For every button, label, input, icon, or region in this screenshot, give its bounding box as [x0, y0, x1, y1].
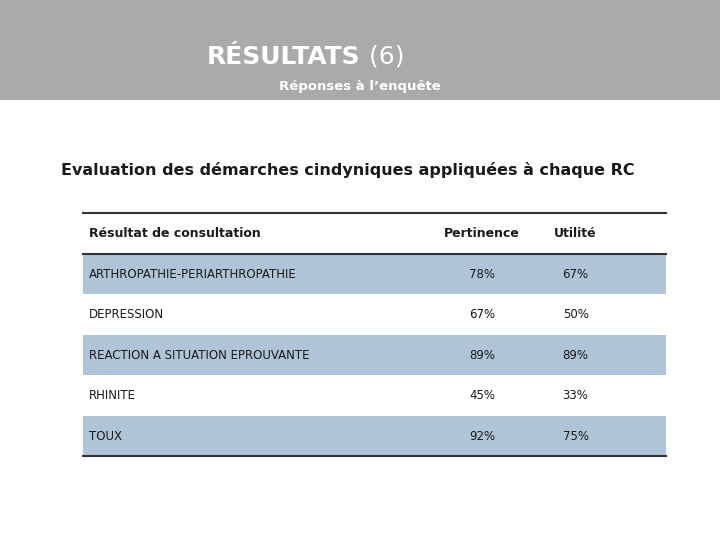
Bar [83, 335, 666, 375]
Text: 67%: 67% [562, 267, 589, 281]
Text: 92%: 92% [469, 429, 495, 443]
Text: 75%: 75% [562, 429, 589, 443]
Text: Evaluation des démarches cindyniques appliquées à chaque RC: Evaluation des démarches cindyniques app… [61, 162, 635, 178]
Text: Résultat de consultation: Résultat de consultation [89, 227, 261, 240]
Text: Réponses à l’enquête: Réponses à l’enquête [279, 80, 441, 93]
Text: 78%: 78% [469, 267, 495, 281]
Text: 45%: 45% [469, 389, 495, 402]
Bar [83, 375, 666, 416]
Text: 67%: 67% [469, 308, 495, 321]
Bar [0, 0, 720, 100]
Bar [83, 416, 666, 456]
Bar [83, 294, 666, 335]
Text: Utilité: Utilité [554, 227, 597, 240]
Text: DEPRESSION: DEPRESSION [89, 308, 163, 321]
Text: 89%: 89% [562, 348, 589, 362]
Text: 50%: 50% [562, 308, 588, 321]
Text: (6): (6) [361, 45, 405, 69]
Text: 89%: 89% [469, 348, 495, 362]
Bar [83, 254, 666, 294]
Bar [83, 213, 666, 254]
Text: 33%: 33% [562, 389, 588, 402]
Text: RÉSULTATS: RÉSULTATS [207, 45, 360, 69]
Text: Pertinence: Pertinence [444, 227, 521, 240]
Text: TOUX: TOUX [89, 429, 122, 443]
Text: REACTION A SITUATION EPROUVANTE: REACTION A SITUATION EPROUVANTE [89, 348, 309, 362]
Text: RHINITE: RHINITE [89, 389, 135, 402]
Text: ARTHROPATHIE-PERIARTHROPATHIE: ARTHROPATHIE-PERIARTHROPATHIE [89, 267, 297, 281]
